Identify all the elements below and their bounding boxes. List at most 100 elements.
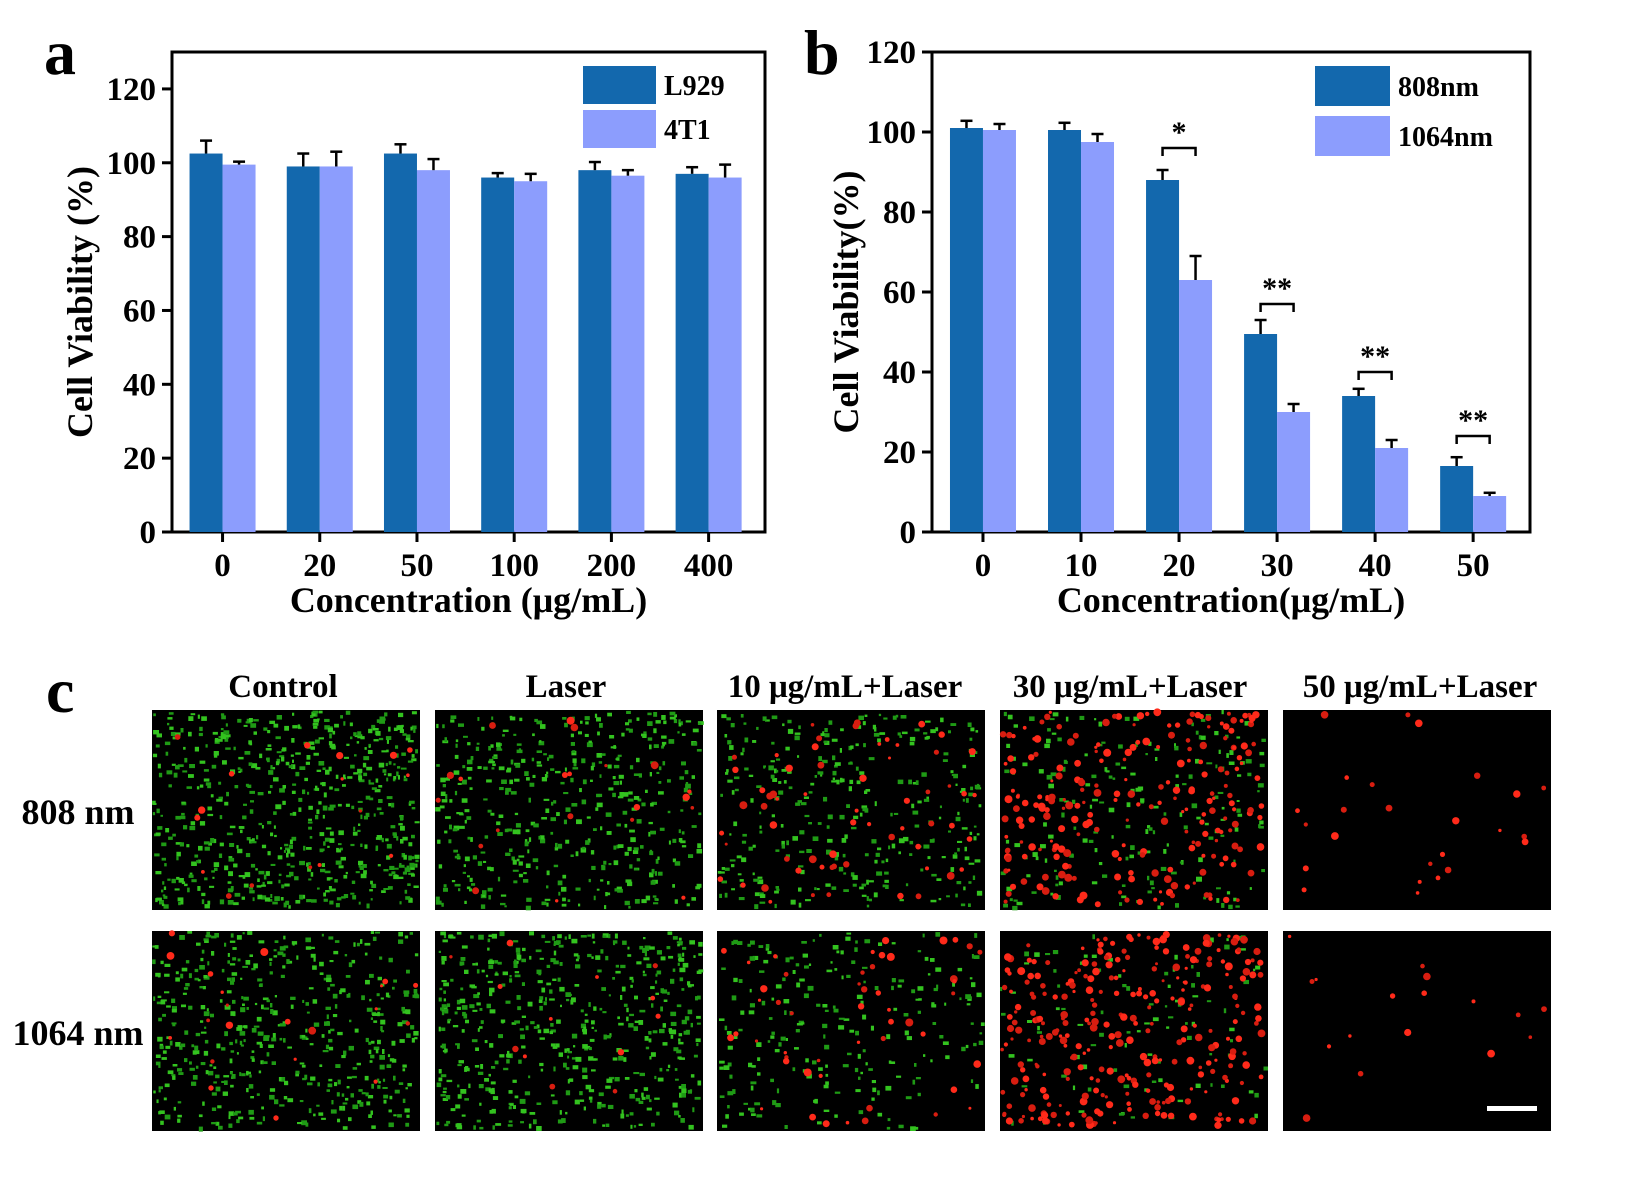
dead-cell	[1050, 779, 1054, 783]
live-cell	[152, 800, 156, 805]
live-cell	[200, 1005, 206, 1010]
live-cell	[874, 986, 879, 991]
dead-cell	[1229, 1048, 1237, 1055]
live-cell	[442, 724, 445, 729]
live-cell	[562, 874, 567, 879]
live-cell	[295, 1070, 300, 1075]
dead-cell	[774, 753, 779, 758]
live-cell	[756, 1114, 763, 1118]
live-cell	[459, 825, 465, 829]
live-cell	[1149, 880, 1154, 886]
dead-cell	[168, 1036, 173, 1040]
dead-cell	[1167, 866, 1174, 873]
live-cell	[449, 824, 452, 830]
live-cell	[230, 1084, 234, 1088]
live-cell	[871, 1097, 875, 1101]
live-cell	[246, 1088, 249, 1093]
live-cell	[879, 732, 886, 735]
live-cell	[249, 809, 254, 814]
live-cell	[364, 844, 368, 849]
live-cell	[342, 784, 346, 787]
live-cell	[386, 739, 389, 744]
live-cell	[223, 730, 230, 735]
dead-cell	[810, 893, 815, 898]
live-cell	[1083, 954, 1088, 958]
live-cell	[517, 829, 521, 835]
dead-cell	[950, 1086, 958, 1093]
live-cell	[570, 742, 575, 746]
dead-cell	[1117, 1075, 1126, 1084]
y-tick-label: 0	[900, 515, 917, 551]
live-cell	[168, 712, 174, 715]
live-cell	[238, 875, 244, 878]
dead-cell	[1033, 751, 1039, 757]
live-cell	[387, 773, 392, 777]
live-cell	[672, 1102, 678, 1108]
dead-cell	[1114, 956, 1121, 963]
live-cell	[1121, 895, 1127, 899]
live-cell	[946, 895, 950, 898]
live-cell	[864, 714, 868, 717]
live-cell	[394, 867, 399, 870]
live-cell	[630, 1124, 633, 1129]
live-cell	[1214, 731, 1219, 736]
live-cell	[636, 757, 640, 763]
dead-cell	[1184, 1098, 1192, 1105]
live-cell	[681, 1084, 686, 1089]
live-cell	[923, 1054, 926, 1057]
live-cell	[480, 851, 486, 854]
live-cell	[691, 825, 697, 828]
live-cell	[523, 872, 527, 875]
live-cell	[207, 806, 213, 811]
live-cell	[1137, 851, 1141, 855]
live-cell	[626, 1016, 629, 1022]
dead-cell	[895, 743, 900, 747]
live-cell	[377, 976, 382, 981]
live-cell	[274, 1099, 279, 1105]
live-cell	[630, 984, 633, 988]
dead-cell	[1160, 902, 1164, 906]
live-cell	[849, 779, 854, 784]
live-cell	[270, 863, 276, 866]
live-cell	[662, 1023, 666, 1028]
live-cell	[1007, 714, 1013, 720]
live-cell	[1157, 905, 1161, 910]
live-cell	[627, 846, 632, 852]
live-cell	[514, 1095, 519, 1099]
live-cell	[383, 1094, 389, 1099]
live-cell	[518, 748, 521, 752]
live-cell	[229, 843, 235, 847]
live-cell	[163, 1097, 167, 1101]
row-label: 808 nm	[21, 792, 134, 832]
live-cell	[274, 995, 277, 998]
live-cell	[579, 1099, 585, 1102]
dead-cell	[1089, 1023, 1098, 1032]
dead-cell	[1104, 1095, 1108, 1099]
live-cell	[1249, 887, 1252, 890]
live-cell	[463, 864, 466, 868]
live-cell	[795, 802, 801, 806]
live-cell	[197, 979, 201, 982]
live-cell	[593, 828, 597, 831]
live-cell	[731, 790, 735, 795]
live-cell	[648, 1038, 652, 1043]
live-cell	[483, 798, 488, 801]
live-cell	[299, 860, 305, 866]
live-cell	[920, 868, 924, 872]
live-cell	[627, 946, 630, 950]
dead-cell	[928, 820, 935, 827]
live-cell	[406, 969, 410, 974]
live-cell	[582, 779, 587, 785]
live-cell	[838, 1017, 845, 1020]
dead-cell	[1142, 737, 1151, 746]
live-cell	[353, 772, 359, 775]
live-cell	[379, 716, 386, 720]
live-cell	[790, 899, 796, 905]
live-cell	[550, 1094, 555, 1097]
live-cell	[595, 807, 599, 811]
live-cell	[657, 871, 663, 876]
live-cell	[349, 1019, 352, 1023]
dead-cell	[1081, 1092, 1089, 1100]
live-cell	[1087, 1087, 1092, 1092]
